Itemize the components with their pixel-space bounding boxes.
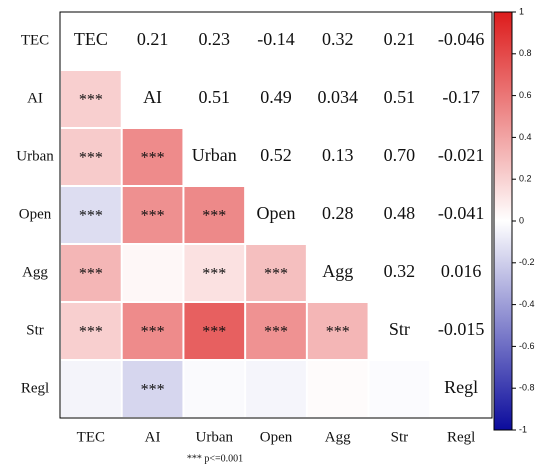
diagonal-label: Regl (444, 377, 478, 397)
value-label: -0.17 (442, 87, 480, 107)
heat-cell (307, 361, 368, 417)
row-label: TEC (21, 32, 49, 48)
heat-cell (246, 361, 306, 417)
row-label: Regl (21, 380, 49, 396)
colorbar-tick-label: -0.2 (519, 257, 535, 267)
column-label: TEC (77, 429, 105, 445)
heat-cell (246, 245, 306, 301)
colorbar-tick-label: -1 (519, 424, 527, 434)
heat-cell (61, 361, 121, 417)
colorbar-tick-label: 0 (519, 215, 524, 225)
significance-label: *** (79, 324, 103, 341)
value-label: 0.52 (260, 145, 292, 165)
value-label: 0.13 (322, 145, 354, 165)
note: *** p<=0.001 (187, 453, 243, 464)
heat-cell (369, 361, 430, 417)
diagonal-label: Str (389, 319, 410, 339)
diagonal-label: TEC (74, 29, 108, 49)
colorbar-tick-label: 1 (519, 6, 524, 16)
heat-cell (307, 303, 368, 359)
heat-cell (122, 361, 183, 417)
value-label: 0.51 (199, 87, 231, 107)
value-label: 0.48 (384, 203, 416, 223)
heat-cell (184, 361, 245, 417)
heat-cell (122, 303, 183, 359)
colorbar-tick-label: 0.4 (519, 132, 532, 142)
value-label: -0.046 (438, 29, 485, 49)
diagonal-label: Open (257, 203, 296, 223)
heat-cell (61, 303, 121, 359)
colorbar-tick-label: 0.8 (519, 48, 532, 58)
value-label: -0.041 (438, 203, 485, 223)
column-label: Agg (325, 429, 351, 445)
value-label: 0.016 (441, 261, 482, 281)
row-label: Str (26, 322, 44, 338)
column-label: Urban (196, 429, 234, 445)
significance-label: *** (79, 150, 103, 167)
heat-cell (122, 129, 183, 185)
value-label: 0.32 (322, 29, 354, 49)
significance-label: *** (202, 324, 226, 341)
significance-label: *** (79, 208, 103, 225)
heat-cell (61, 187, 121, 243)
value-label: 0.28 (322, 203, 354, 223)
heat-cell (61, 71, 121, 127)
colorbar (493, 11, 513, 431)
colorbar-tick-label: 0.2 (519, 174, 532, 184)
significance-label: *** (202, 208, 226, 225)
heat-cell (184, 303, 245, 359)
heat-cell (122, 187, 183, 243)
row-label: Open (19, 206, 52, 222)
value-label: 0.21 (137, 29, 169, 49)
value-label: 0.034 (317, 87, 358, 107)
colorbar-tick-label: -0.8 (519, 383, 535, 393)
value-label: 0.49 (260, 87, 292, 107)
significance-label: *** (326, 324, 350, 341)
row-label: AI (27, 90, 43, 106)
value-label: 0.32 (384, 261, 416, 281)
significance-label: *** (141, 208, 165, 225)
heat-cell (61, 245, 121, 301)
value-label: -0.14 (257, 29, 295, 49)
significance-label: *** (79, 92, 103, 109)
diagonal-label: AI (143, 87, 162, 107)
heat-cell (184, 187, 245, 243)
diagonal-label: Urban (192, 145, 237, 165)
value-label: -0.021 (438, 145, 485, 165)
colorbar-tick-label: -0.4 (519, 299, 535, 309)
heat-cell (122, 245, 183, 301)
significance-label: *** (141, 150, 165, 167)
plot-frame (59, 11, 493, 419)
column-label: Str (391, 429, 409, 445)
significance-label: *** (264, 324, 288, 341)
colorbar-tick-label: 0.6 (519, 90, 532, 100)
column-label: Open (260, 429, 293, 445)
column-label: Regl (447, 429, 475, 445)
significance-label: *** (141, 382, 165, 399)
row-label: Urban (16, 148, 54, 164)
value-label: 0.70 (384, 145, 416, 165)
heat-cell (246, 303, 306, 359)
diagonal-label: Agg (322, 261, 353, 281)
significance-label: *** (202, 266, 226, 283)
heat-cell (184, 245, 245, 301)
column-label: AI (145, 429, 161, 445)
significance-label: *** (141, 324, 165, 341)
row-label: Agg (22, 264, 48, 280)
value-label: 0.21 (384, 29, 416, 49)
value-label: -0.015 (438, 319, 485, 339)
heat-cell (61, 129, 121, 185)
value-label: 0.51 (384, 87, 416, 107)
colorbar-tick-label: -0.6 (519, 341, 535, 351)
value-label: 0.23 (199, 29, 231, 49)
significance-label: *** (264, 266, 288, 283)
significance-label: *** (79, 266, 103, 283)
